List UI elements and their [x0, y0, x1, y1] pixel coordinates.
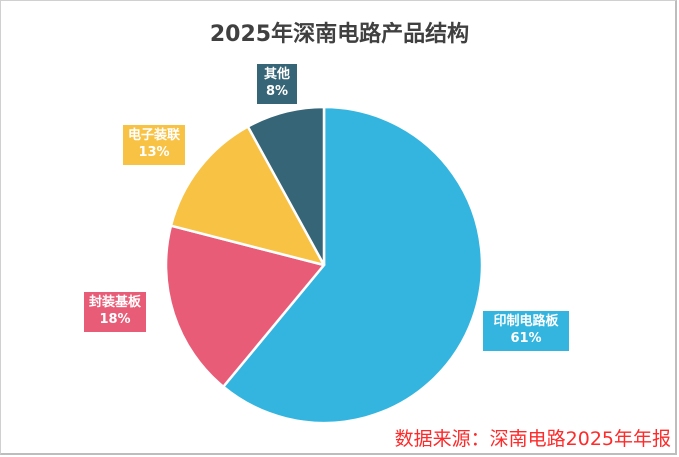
chart-title: 2025年深南电路产品结构	[209, 22, 470, 47]
label-other-pct: 8%	[265, 84, 289, 99]
label-assembly-name: 电子装联	[128, 128, 181, 143]
slice-pcb	[222, 105, 484, 425]
label-substrate: 封装基板 18%	[84, 292, 146, 332]
slice-other	[246, 105, 326, 267]
pie-slices	[164, 105, 484, 425]
label-substrate-name: 封装基板	[89, 295, 142, 310]
label-substrate-pct: 18%	[99, 312, 131, 327]
slice-substrate	[164, 224, 326, 388]
slice-assembly	[169, 125, 326, 267]
label-other-name: 其他	[263, 67, 290, 82]
label-assembly-pct: 13%	[138, 145, 170, 160]
label-pcb-pct: 61%	[510, 331, 542, 346]
label-pcb: 印制电路板 61%	[483, 311, 569, 351]
label-assembly: 电子装联 13%	[123, 125, 185, 165]
label-other: 其他 8%	[257, 64, 297, 104]
label-pcb-name: 印制电路板	[493, 314, 559, 329]
data-source-note: 数据来源：深南电路2025年年报	[394, 428, 671, 450]
